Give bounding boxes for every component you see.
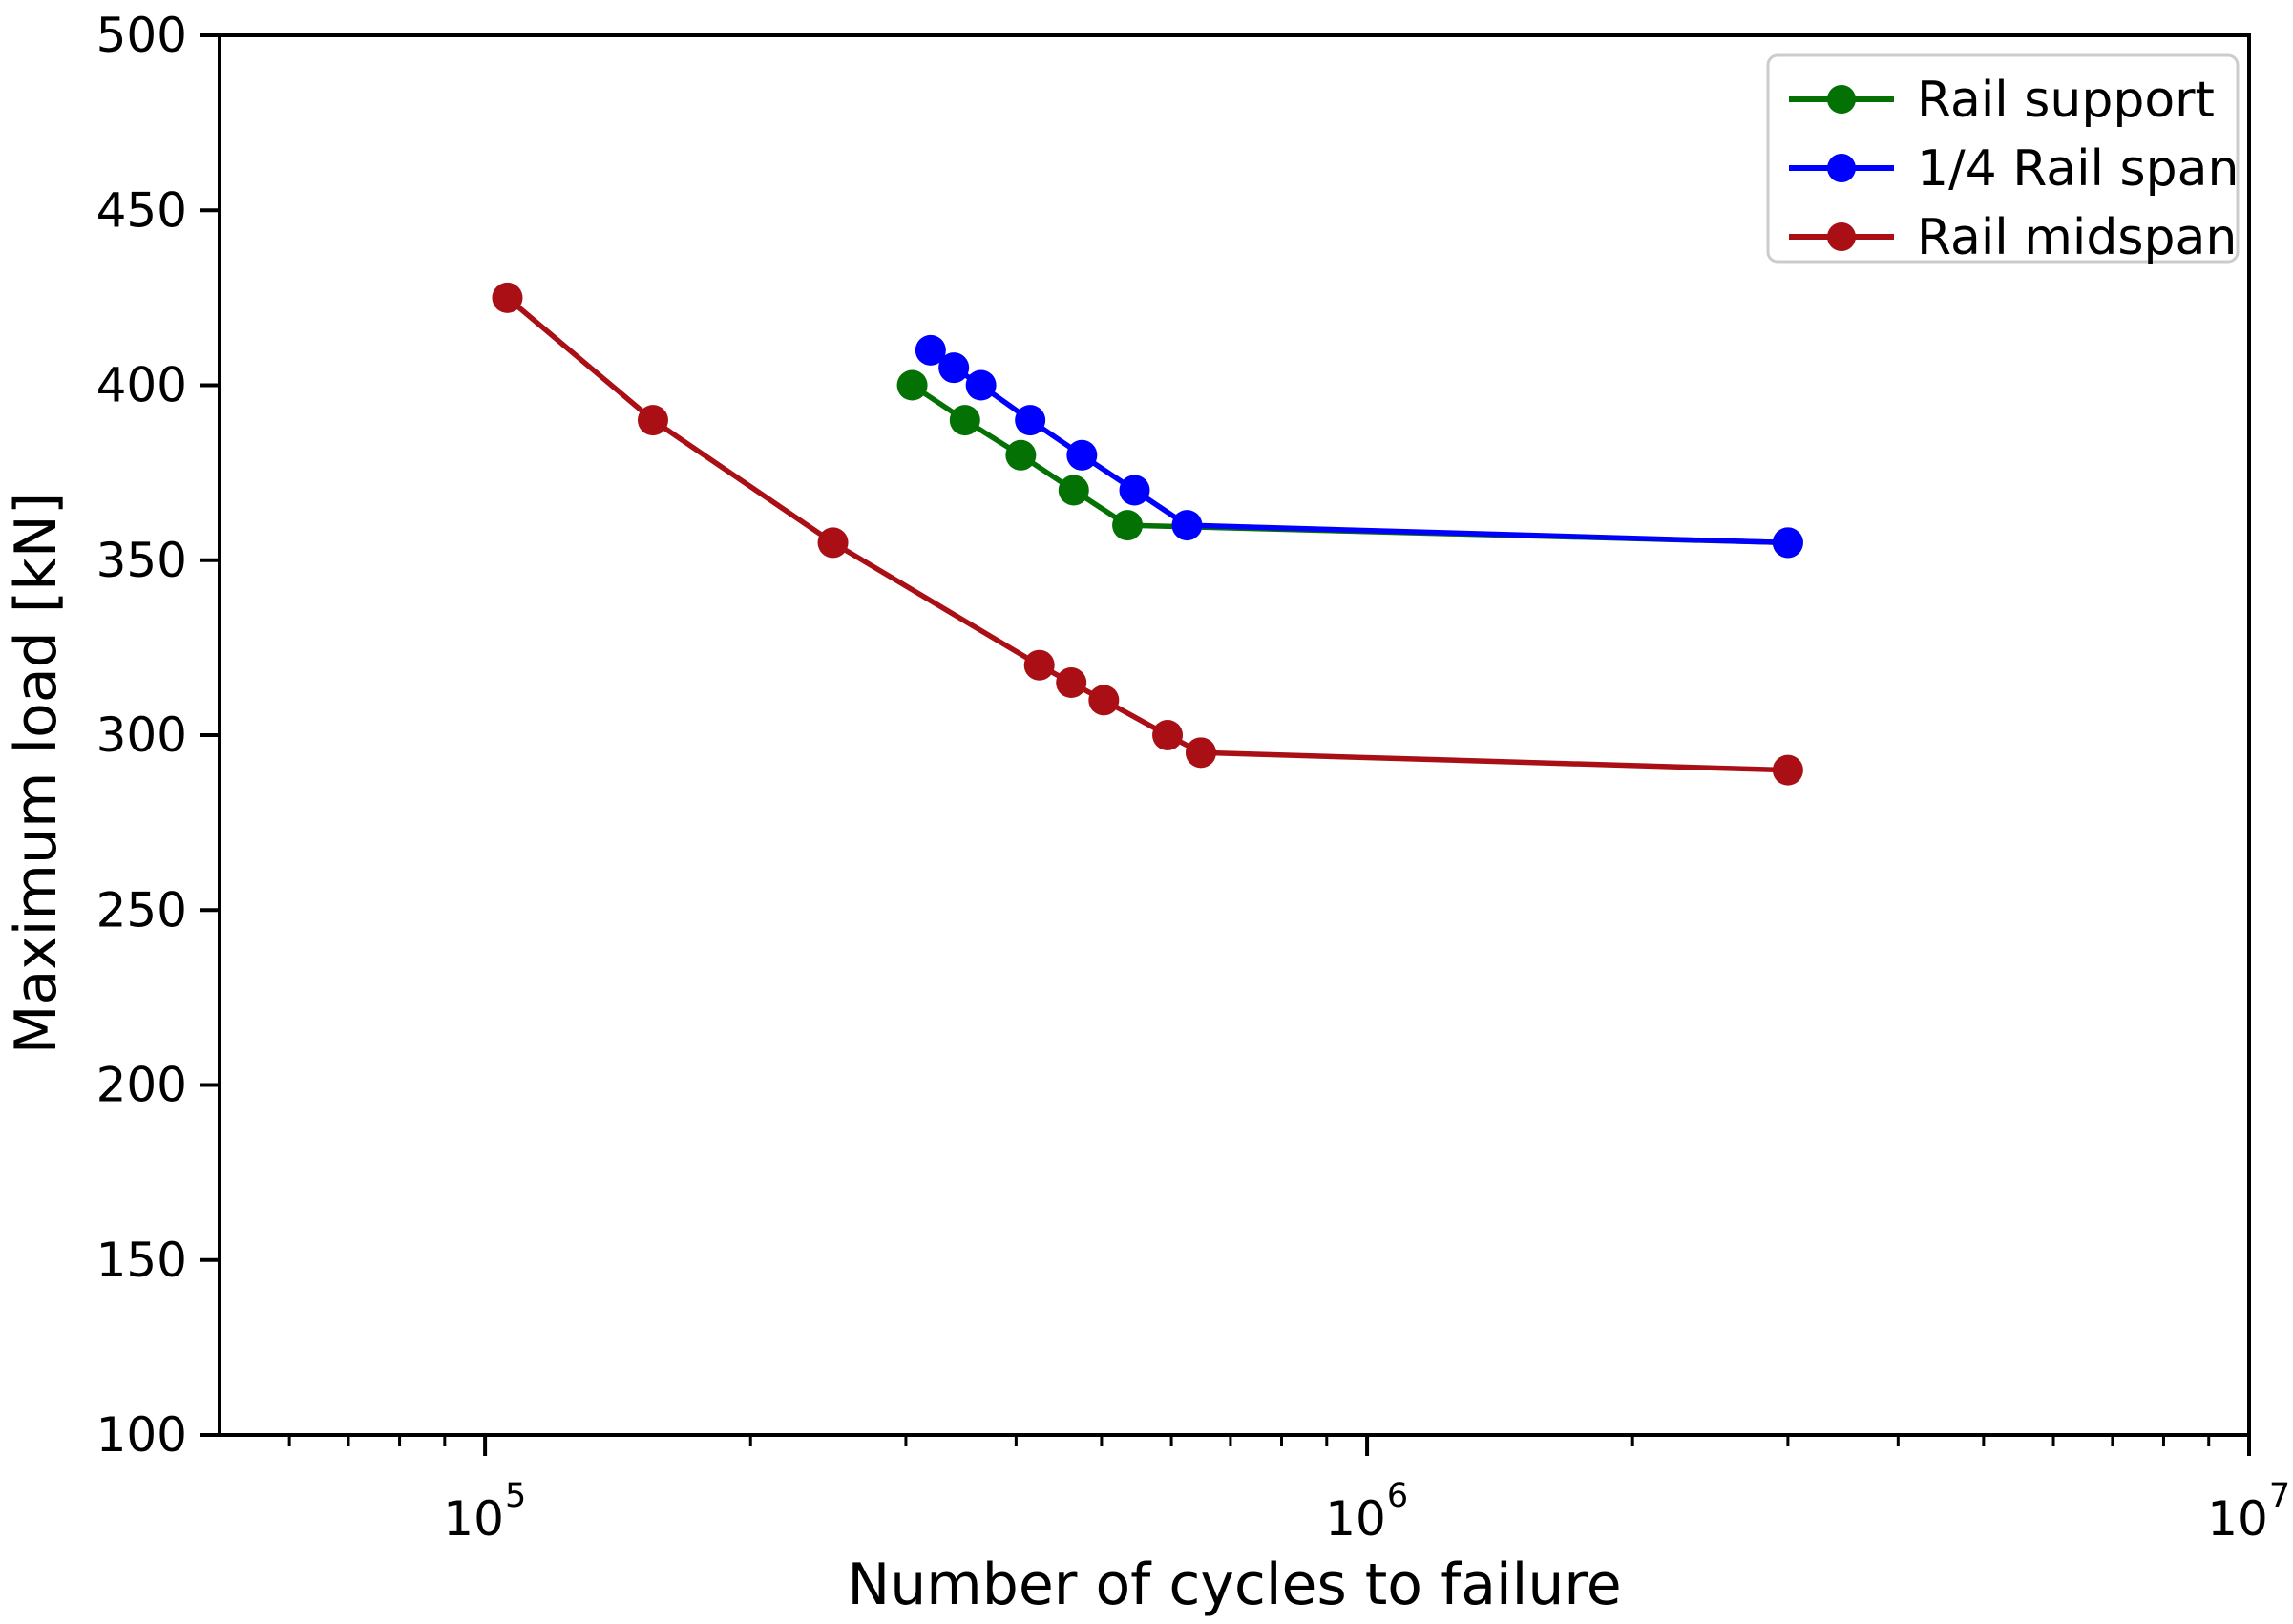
series-marker-rail-midspan	[817, 527, 849, 559]
y-tick-label: 350	[96, 533, 187, 588]
series-marker-1-4-rail-span	[1015, 405, 1046, 436]
series-marker-rail-midspan	[1088, 685, 1120, 716]
series-marker-1-4-rail-span	[965, 369, 997, 401]
x-tick-label: 10	[1325, 1491, 1386, 1547]
y-tick-label: 100	[96, 1407, 187, 1463]
series-line-1-4-rail-span	[929, 348, 1788, 546]
series-marker-1-4-rail-span	[915, 334, 946, 366]
series-marker-rail-midspan	[1056, 667, 1087, 699]
y-axis-label: Maximum load [kN]	[3, 493, 70, 1054]
series-line-rail-midspan	[505, 295, 1788, 773]
y-tick-label: 400	[96, 358, 187, 413]
legend: Rail support 1/4 Rail span Rail midspan	[1766, 53, 2240, 266]
series-marker-rail-midspan	[637, 405, 668, 436]
series-marker-1-4-rail-span	[938, 352, 970, 384]
y-tick-label: 450	[96, 182, 187, 238]
series-marker-rail-midspan	[1772, 754, 1803, 786]
y-tick-label: 500	[96, 8, 187, 63]
x-tick-exponent: 7	[2269, 1477, 2290, 1515]
series-line-rail-support	[911, 383, 1788, 546]
y-tick-label: 300	[96, 707, 187, 763]
legend-sample-marker	[1827, 85, 1856, 114]
x-tick-label: 10	[443, 1491, 504, 1547]
x-tick-exponent: 5	[505, 1477, 526, 1515]
series-marker-1-4-rail-span	[1171, 510, 1203, 541]
series-marker-1-4-rail-span	[1066, 439, 1098, 471]
y-tick-label: 200	[96, 1058, 187, 1113]
series-marker-rail-support	[1058, 475, 1089, 506]
data-series	[492, 282, 1803, 786]
plot-border	[218, 33, 2251, 1437]
legend-frame	[1766, 53, 2240, 264]
legend-label: Rail midspan	[1917, 209, 2237, 266]
x-tick-label: 10	[2207, 1491, 2268, 1547]
series-marker-rail-midspan	[1023, 649, 1055, 681]
y-tick-label: 150	[96, 1233, 187, 1288]
series-marker-rail-midspan	[492, 282, 523, 313]
x-tick-exponent: 6	[1387, 1477, 1408, 1515]
y-tick-label: 250	[96, 882, 187, 938]
series-marker-rail-support	[949, 405, 980, 436]
legend-label: Rail support	[1917, 72, 2215, 129]
series-marker-rail-support	[896, 369, 928, 401]
series-marker-1-4-rail-span	[1772, 527, 1803, 559]
series-marker-rail-support	[1005, 439, 1037, 471]
legend-sample-marker	[1827, 222, 1856, 251]
legend-sample-marker	[1827, 154, 1856, 182]
series-marker-rail-midspan	[1185, 737, 1216, 769]
series-marker-rail-midspan	[1152, 720, 1184, 750]
legend-label: 1/4 Rail span	[1917, 140, 2239, 198]
x-axis-label: Number of cycles to failure	[847, 1551, 1621, 1618]
series-marker-1-4-rail-span	[1119, 475, 1150, 506]
series-marker-rail-support	[1112, 510, 1144, 541]
